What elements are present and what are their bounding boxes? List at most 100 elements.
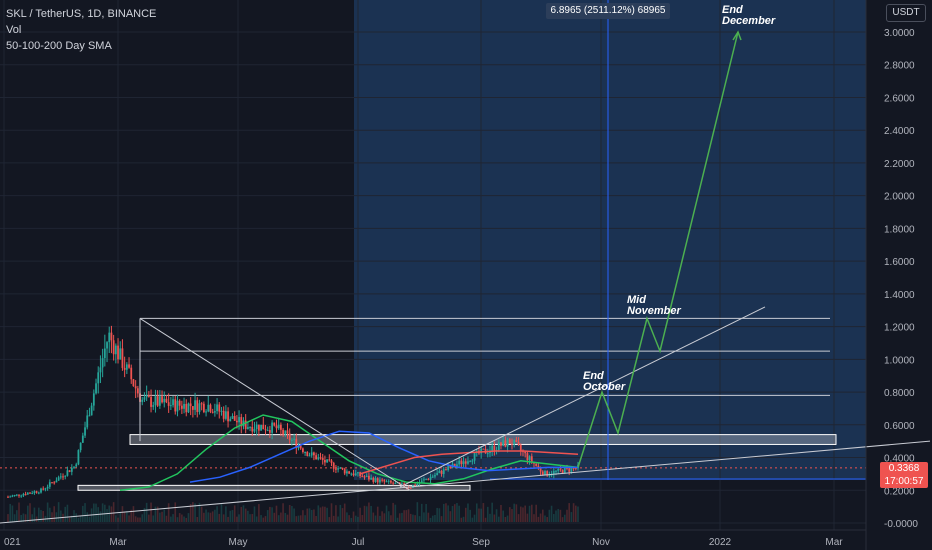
volume-bar xyxy=(361,515,364,522)
candle-body xyxy=(216,404,218,412)
volume-bar xyxy=(335,505,337,522)
volume-bar xyxy=(546,517,548,522)
volume-bar xyxy=(484,517,487,522)
volume-bar xyxy=(418,516,421,522)
candle-body xyxy=(445,469,447,471)
currency-badge[interactable]: USDT xyxy=(886,4,926,22)
sma-200-line xyxy=(189,430,578,483)
candle-body xyxy=(51,482,53,484)
volume-bar xyxy=(416,502,419,522)
candle-body xyxy=(112,340,115,355)
candle-body xyxy=(101,358,104,368)
volume-bar xyxy=(405,510,408,522)
x-tick-label: Mar xyxy=(109,537,127,548)
symbol-title[interactable]: SKL / TetherUS, 1D, BINANCE xyxy=(6,8,157,20)
support-zone xyxy=(77,484,471,491)
projection-line xyxy=(577,31,739,468)
volume-bar xyxy=(244,508,247,522)
volume-bar xyxy=(227,516,229,522)
volume-bar xyxy=(183,516,185,522)
candle-body xyxy=(198,403,201,412)
candle-body xyxy=(70,467,73,472)
volume-bar xyxy=(16,510,18,522)
volume-bar xyxy=(79,516,82,522)
candle-body xyxy=(125,364,128,370)
candle-body xyxy=(288,433,291,441)
candle-body xyxy=(260,424,262,431)
volume-bar xyxy=(139,517,141,522)
candle-body xyxy=(251,426,254,432)
volume-indicator-label[interactable]: Vol xyxy=(6,24,22,36)
volume-bar xyxy=(326,507,328,522)
candle-body xyxy=(147,395,150,397)
candle-body xyxy=(29,492,31,494)
volume-bar xyxy=(456,503,458,522)
volume-bar xyxy=(337,516,339,522)
volume-bar xyxy=(328,517,331,522)
candle-body xyxy=(290,439,293,441)
candle-body xyxy=(387,480,390,482)
volume-bar xyxy=(434,515,436,522)
volume-bar xyxy=(249,514,251,522)
volume-bar xyxy=(440,516,443,522)
volume-bar xyxy=(196,516,199,522)
volume-bar xyxy=(423,512,425,522)
candle-body xyxy=(191,406,194,410)
candle-body xyxy=(240,417,243,427)
y-tick-label: 1.2000 xyxy=(884,323,915,334)
volume-bar xyxy=(339,504,342,522)
volume-bar xyxy=(93,503,95,522)
candle-body xyxy=(572,467,575,469)
volume-bar xyxy=(508,507,511,522)
candle-body xyxy=(165,398,168,403)
candle-body xyxy=(11,495,14,497)
volume-bar xyxy=(176,517,179,522)
volume-bar xyxy=(148,514,150,522)
candle-body xyxy=(136,388,139,394)
volume-bar xyxy=(517,514,520,522)
volume-bar xyxy=(222,514,225,522)
candle-body xyxy=(392,482,395,484)
volume-bar xyxy=(387,511,390,522)
ascending-trendline-steep xyxy=(399,306,766,488)
volume-bar xyxy=(462,516,465,522)
volume-bar xyxy=(321,506,324,522)
candle-body xyxy=(266,430,269,432)
volume-bar xyxy=(132,506,135,522)
candle-body xyxy=(257,424,260,431)
volume-bar xyxy=(275,505,278,522)
volume-bar xyxy=(262,517,265,522)
candle-body xyxy=(324,460,326,463)
candle-body xyxy=(119,348,122,360)
volume-bar xyxy=(561,517,564,522)
volume-bar xyxy=(464,507,467,522)
volume-bar xyxy=(502,510,504,522)
candle-body xyxy=(348,471,351,474)
volume-bar xyxy=(117,517,119,522)
candle-body xyxy=(295,438,298,449)
volume-bar xyxy=(189,504,192,522)
candle-body xyxy=(449,466,452,468)
candle-body xyxy=(317,457,320,460)
volume-bar xyxy=(500,504,502,522)
ascending-trendline-base xyxy=(0,440,931,524)
volume-bar xyxy=(489,513,491,522)
volume-bar xyxy=(550,505,553,522)
candle-body xyxy=(128,364,130,368)
volume-bar xyxy=(354,515,357,522)
volume-bar xyxy=(429,517,432,522)
volume-bar xyxy=(49,507,51,522)
volume-bar xyxy=(346,512,348,522)
volume-bar xyxy=(385,505,388,522)
volume-bar xyxy=(167,503,170,522)
candle-body xyxy=(154,396,157,406)
candle-body xyxy=(423,479,425,481)
sma-indicator-label[interactable]: 50-100-200 Day SMA xyxy=(6,40,112,52)
volume-bar xyxy=(161,511,163,522)
volume-bar xyxy=(13,514,16,522)
candle-body xyxy=(106,342,108,349)
volume-bar xyxy=(106,509,108,522)
volume-bar xyxy=(458,505,460,522)
